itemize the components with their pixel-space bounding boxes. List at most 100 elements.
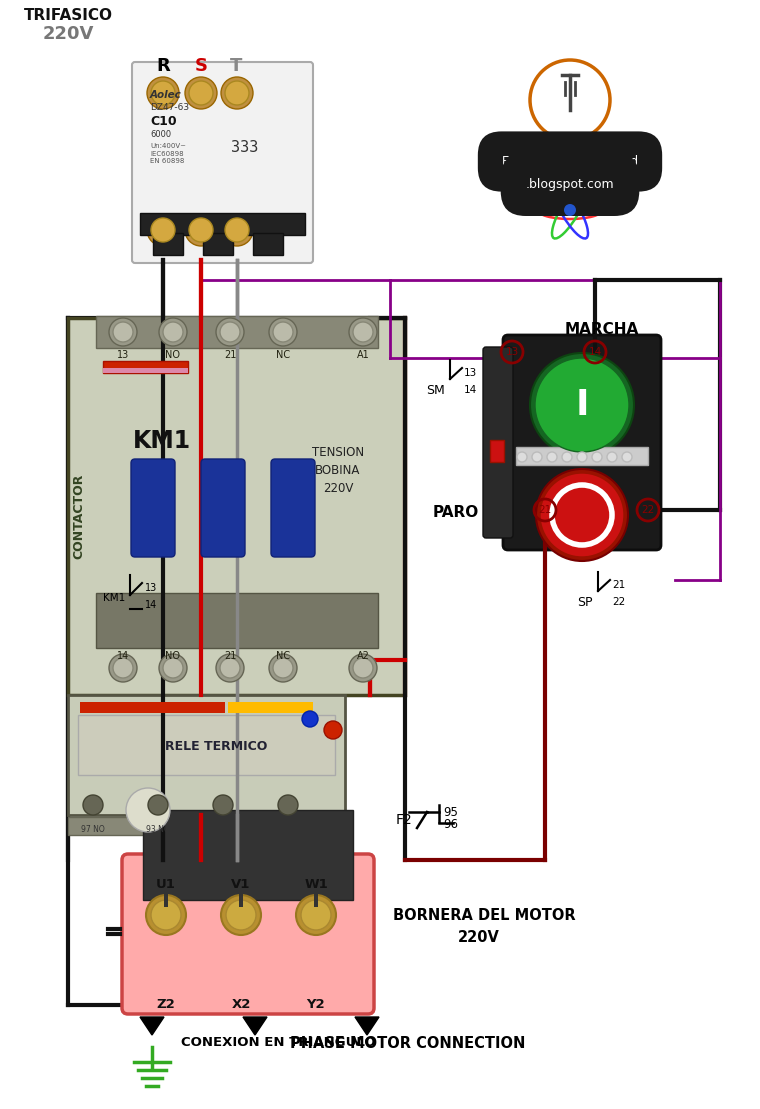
- Text: 14: 14: [117, 651, 129, 661]
- Bar: [239, 889, 243, 907]
- Bar: [203, 233, 233, 255]
- Text: F2: F2: [395, 813, 412, 827]
- Circle shape: [146, 895, 186, 935]
- Text: 14: 14: [145, 600, 157, 610]
- Circle shape: [301, 901, 331, 930]
- Text: S: S: [195, 57, 207, 75]
- Circle shape: [189, 81, 213, 105]
- Text: 95: 95: [443, 806, 458, 820]
- Text: 220V: 220V: [43, 26, 93, 43]
- Circle shape: [296, 895, 336, 935]
- Circle shape: [577, 452, 587, 462]
- Text: SP: SP: [578, 596, 593, 609]
- Text: CONEXION EN TRIANGULO: CONEXION EN TRIANGULO: [181, 1036, 375, 1049]
- Text: 21: 21: [538, 505, 552, 515]
- Bar: [490, 440, 504, 462]
- Text: Z2: Z2: [157, 998, 176, 1011]
- Circle shape: [216, 318, 244, 346]
- Circle shape: [562, 452, 572, 462]
- Text: RELE TERMICO: RELE TERMICO: [165, 740, 268, 753]
- Text: R: R: [156, 57, 170, 75]
- Bar: [253, 233, 283, 255]
- Text: 21: 21: [223, 651, 236, 661]
- Circle shape: [532, 452, 542, 462]
- Circle shape: [213, 795, 233, 815]
- Text: NC: NC: [276, 651, 290, 661]
- Circle shape: [349, 318, 377, 346]
- Circle shape: [622, 452, 632, 462]
- Bar: [143, 810, 353, 901]
- Circle shape: [226, 901, 256, 930]
- Circle shape: [536, 469, 628, 561]
- Circle shape: [535, 358, 629, 452]
- Circle shape: [185, 214, 217, 246]
- Text: EsquemasyElectricidad: EsquemasyElectricidad: [502, 155, 638, 167]
- Text: NO: NO: [166, 651, 181, 661]
- Text: 13: 13: [464, 368, 477, 378]
- Text: NC: NC: [276, 350, 290, 360]
- Circle shape: [278, 795, 298, 815]
- Circle shape: [269, 654, 297, 682]
- Circle shape: [269, 318, 297, 346]
- Circle shape: [147, 214, 179, 246]
- Text: 22: 22: [612, 597, 625, 607]
- Text: 13: 13: [145, 583, 157, 593]
- Circle shape: [83, 795, 103, 815]
- Circle shape: [353, 322, 373, 342]
- Text: Un:400V~
IEC60898
EN 60898: Un:400V~ IEC60898 EN 60898: [150, 143, 186, 164]
- Circle shape: [353, 658, 373, 678]
- Text: PHASE MOTOR CONNECTION: PHASE MOTOR CONNECTION: [290, 1036, 526, 1051]
- Circle shape: [273, 658, 293, 678]
- Circle shape: [113, 322, 133, 342]
- Circle shape: [220, 658, 240, 678]
- Text: C10: C10: [150, 115, 176, 128]
- Text: V1: V1: [231, 878, 251, 891]
- Circle shape: [159, 318, 187, 346]
- Circle shape: [349, 654, 377, 682]
- Text: KM1: KM1: [103, 593, 125, 603]
- Bar: [228, 702, 313, 713]
- Text: MARCHA: MARCHA: [565, 322, 639, 337]
- Circle shape: [225, 218, 249, 242]
- Circle shape: [324, 721, 342, 739]
- Circle shape: [185, 77, 217, 109]
- Text: A2: A2: [356, 651, 369, 661]
- Bar: [96, 316, 378, 348]
- Bar: [68, 318, 405, 695]
- Bar: [314, 889, 318, 907]
- Polygon shape: [355, 1017, 379, 1035]
- Circle shape: [109, 318, 137, 346]
- Text: 14: 14: [464, 385, 477, 395]
- Text: U1: U1: [156, 878, 176, 891]
- Circle shape: [109, 654, 137, 682]
- Circle shape: [148, 795, 168, 815]
- Text: X2: X2: [231, 998, 251, 1011]
- Text: A1: A1: [356, 350, 369, 360]
- Text: 220V: 220V: [458, 930, 500, 945]
- Text: Aolec: Aolec: [150, 90, 182, 100]
- Bar: [103, 362, 188, 373]
- Text: 6000: 6000: [150, 130, 171, 139]
- Bar: [68, 817, 345, 835]
- Text: W1: W1: [304, 878, 328, 891]
- Circle shape: [163, 322, 183, 342]
- Circle shape: [607, 452, 617, 462]
- FancyBboxPatch shape: [122, 854, 374, 1014]
- FancyBboxPatch shape: [503, 335, 661, 550]
- Text: I: I: [575, 388, 589, 423]
- Text: 21: 21: [223, 350, 236, 360]
- Text: 96 NC: 96 NC: [277, 825, 299, 834]
- Text: 93 NO: 93 NO: [146, 825, 170, 834]
- Bar: [80, 702, 225, 713]
- Circle shape: [216, 654, 244, 682]
- Bar: [140, 213, 305, 235]
- Circle shape: [564, 204, 576, 216]
- Text: TRIFASICO: TRIFASICO: [24, 8, 112, 23]
- Text: 14: 14: [588, 347, 602, 357]
- Circle shape: [302, 711, 318, 728]
- Circle shape: [163, 658, 183, 678]
- Text: Y2: Y2: [307, 998, 325, 1011]
- Circle shape: [221, 214, 253, 246]
- Text: .blogspot.com: .blogspot.com: [526, 179, 614, 191]
- Text: 333: 333: [231, 140, 258, 155]
